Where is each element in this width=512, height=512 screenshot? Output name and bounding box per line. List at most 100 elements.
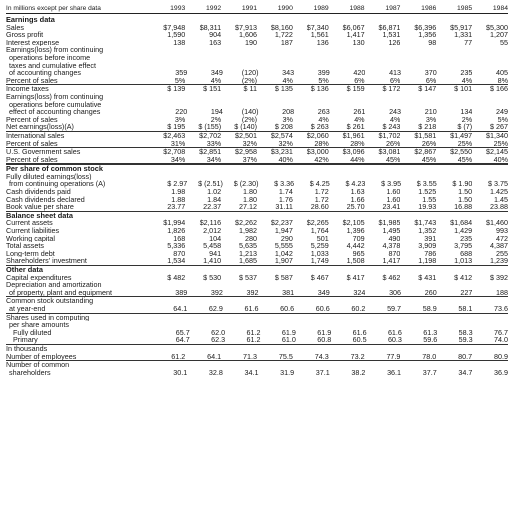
cell-value: 5,458 [203, 242, 222, 250]
cell-value: $7,340 [306, 23, 329, 32]
cell-value: 61.9 [281, 328, 296, 337]
cell-value: 8% [497, 76, 509, 85]
cell-value: 37% [242, 155, 257, 164]
cell-value: $ 101 [454, 85, 473, 93]
cell-value: 6% [425, 76, 437, 85]
cell-value: 32.8 [208, 368, 223, 377]
cell-value: 420 [353, 69, 366, 77]
row-label: Balance sheet data [6, 211, 73, 220]
cell-value: 1,352 [418, 227, 437, 235]
row-label: Cash dividends declared [6, 195, 85, 204]
cell-value: 688 [460, 249, 473, 258]
cell-value: 1.80 [243, 188, 257, 196]
cell-value: 5,635 [239, 242, 257, 250]
cell-value: 126 [388, 38, 401, 47]
cell-value: $1,985 [378, 219, 401, 228]
row-label: Primary [13, 336, 38, 344]
cell-value: $2,265 [306, 219, 329, 228]
cell-value: $ 587 [274, 273, 293, 282]
cell-value: $2,501 [235, 131, 257, 140]
cell-value: 343 [282, 69, 295, 77]
cell-value: 1,239 [490, 257, 509, 265]
cell-value: $2,116 [199, 219, 222, 228]
cell-value: 62.9 [208, 304, 223, 313]
cell-value: $ 3.55 [416, 180, 437, 189]
cell-value: $2,262 [235, 219, 257, 228]
cell-value: 1,722 [274, 31, 293, 39]
cell-value: 1,417 [382, 257, 401, 265]
cell-value: 1.72 [314, 195, 329, 204]
cell-value: $ (2.51) [198, 180, 223, 189]
cell-value: 23.77 [167, 203, 186, 211]
row-label: effect of accounting changes [9, 108, 101, 116]
cell-value: 235 [460, 69, 473, 77]
cell-value: 32% [242, 139, 257, 148]
cell-value: 76.7 [494, 328, 509, 337]
cell-value: 26% [386, 139, 401, 148]
table-row: Income taxes $ 139 $ 151 $ 11 $ 135 $ 136 $ 15… [6, 85, 508, 93]
cell-value: $5,300 [486, 23, 509, 32]
table-row: of property, plant and equipment 389 392 39… [6, 289, 508, 298]
cell-value: 34.7 [458, 368, 473, 377]
cell-value: $ 462 [382, 273, 401, 282]
cell-value: 1,590 [167, 31, 186, 39]
cell-value: 243 [389, 108, 402, 116]
row-label: shareholders [9, 368, 51, 377]
cell-value: 61.2 [171, 352, 186, 361]
cell-value: $2,060 [306, 131, 329, 140]
cell-value: 1,982 [239, 227, 257, 235]
cell-value: 25% [493, 139, 509, 148]
cell-value: 4,387 [490, 242, 509, 250]
cell-value: 36.9 [493, 368, 508, 377]
cell-value: $ 2.97 [167, 180, 188, 189]
cell-value: 1,606 [239, 31, 257, 39]
cell-value: $ 147 [418, 85, 437, 93]
cell-value: $2,145 [486, 148, 509, 156]
cell-value: 30.1 [173, 368, 188, 377]
section-heading: Earnings data [6, 16, 508, 24]
table-row: Sales $7,948 $8,311 $7,913 $8,160 $7,340 $6,06… [6, 24, 508, 32]
cell-value: 349 [210, 69, 223, 77]
cell-value: 4,378 [382, 242, 401, 250]
cell-value: $6,396 [414, 23, 437, 32]
row-label: of property, plant and equipment [9, 288, 112, 297]
cell-value: 1.84 [207, 195, 222, 204]
cell-value: 60.6 [315, 304, 330, 313]
cell-value: 61.2 [246, 328, 261, 337]
cell-value: 941 [209, 249, 222, 258]
cell-value: 61.0 [281, 336, 296, 344]
cell-value: 1,495 [382, 227, 401, 235]
cell-value: 74.3 [314, 352, 329, 361]
cell-value: 1,685 [239, 257, 257, 265]
cell-value: 1.76 [278, 195, 293, 204]
cell-value: 208 [282, 108, 295, 116]
cell-value: 1.98 [171, 188, 186, 196]
cell-value: $ 530 [203, 273, 222, 282]
cell-value: 3,909 [418, 242, 437, 250]
year-header: 1984 [492, 5, 509, 12]
row-label: taxes and cumulative effect [9, 61, 96, 70]
cell-value: $2,708 [163, 148, 186, 156]
section-heading: Other data [6, 266, 508, 274]
cell-value: (2%) [241, 115, 257, 124]
table-row: Shares used in computing [6, 314, 508, 322]
cell-value: 188 [495, 288, 508, 297]
cell-value: 1.88 [171, 195, 186, 204]
cell-value: 55 [500, 38, 509, 47]
cell-value: 32% [278, 139, 293, 148]
table-row: taxes and cumulative effect [6, 62, 508, 70]
cell-value: 98 [428, 38, 437, 47]
cell-value: $2,958 [235, 148, 257, 156]
table-row: International sales $2,463 $2,702 $2,501 $2,… [6, 132, 508, 140]
row-label: Percent of sales [6, 76, 58, 85]
table-row: Number of common [6, 361, 508, 369]
cell-value: 31% [170, 139, 186, 148]
cell-value: 60.2 [351, 304, 366, 313]
cell-value: 61.3 [423, 328, 438, 337]
cell-value: 65.7 [175, 328, 190, 337]
cell-value: 227 [460, 288, 473, 297]
cell-value: 1,531 [382, 31, 401, 39]
cell-value: $ 417 [346, 273, 365, 282]
table-row: effect of accounting changes 220 194 (140) 2… [6, 108, 508, 116]
